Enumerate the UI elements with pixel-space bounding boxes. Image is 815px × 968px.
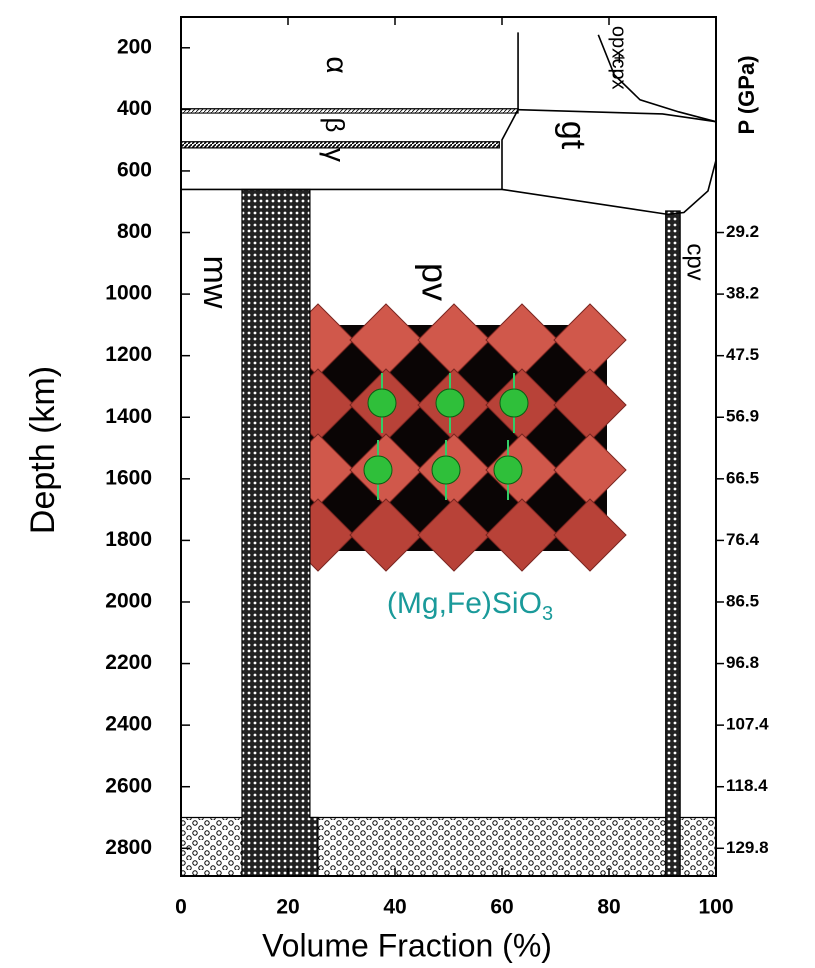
- page: {"chart_data": { "type": "phase-diagram"…: [0, 0, 815, 968]
- y2-tick-label: 118.4: [726, 776, 768, 795]
- phase-region: [181, 109, 518, 113]
- y-tick-label: 800: [117, 220, 152, 243]
- phase-label: β: [320, 118, 350, 133]
- y-tick-label: 1400: [105, 405, 152, 428]
- y-tick-label: 1200: [105, 343, 152, 366]
- x-tick-label: 60: [490, 896, 513, 919]
- atom: [494, 456, 522, 484]
- formula-subscript: 3: [542, 603, 553, 625]
- y-tick-label: 1800: [105, 528, 152, 551]
- chart: Depth (km) Volume Fraction (%) P (GPa) 0…: [0, 0, 815, 968]
- atom: [432, 456, 460, 484]
- phase-label: α: [320, 56, 353, 73]
- phase-boundary: [502, 160, 716, 214]
- y2-tick-label: 66.5: [726, 468, 759, 487]
- y2-axis-label: P (GPa): [734, 55, 759, 134]
- formula-text: (Mg,Fe)SiO: [387, 587, 542, 620]
- x-tick-label: 0: [175, 896, 187, 919]
- y-tick-label: 400: [117, 97, 152, 120]
- y-tick-label: 200: [117, 35, 152, 58]
- phase-label: cpv: [682, 243, 709, 280]
- y-tick-label: 1600: [105, 466, 152, 489]
- y2-tick-label: 129.8: [726, 838, 769, 857]
- phase-label: pv: [414, 263, 455, 301]
- x-axis-label: Volume Fraction (%): [262, 927, 552, 963]
- x-tick-label: 100: [698, 896, 733, 919]
- phase-label: cpx: [608, 58, 630, 89]
- phase-label: gt: [554, 121, 592, 150]
- y2-tick-label: 76.4: [726, 530, 760, 549]
- atom: [436, 389, 464, 417]
- y-axis-label: Depth (km): [24, 366, 62, 534]
- y-tick-label: 600: [117, 158, 152, 181]
- y2-tick-label: 47.5: [726, 345, 759, 364]
- atom: [364, 456, 392, 484]
- x-tick-label: 20: [276, 896, 299, 919]
- y-tick-label: 1000: [105, 282, 152, 305]
- phase-region: [181, 142, 499, 148]
- y-tick-label: 2200: [105, 651, 152, 674]
- y2-tick-label: 56.9: [726, 407, 759, 426]
- phase-label: mw: [196, 256, 234, 309]
- y-tick-label: 2400: [105, 713, 152, 736]
- phase-region: [666, 211, 680, 876]
- y-tick-label: 2800: [105, 836, 152, 859]
- atom: [368, 389, 396, 417]
- y-tick-label: 2600: [105, 774, 152, 797]
- atom: [500, 389, 528, 417]
- y2-tick-label: 107.4: [726, 715, 769, 734]
- phase-label: γ: [320, 148, 351, 162]
- y-tick-label: 2000: [105, 590, 152, 613]
- y2-tick-label: 86.5: [726, 591, 759, 610]
- x-tick-label: 80: [597, 896, 620, 919]
- phase-region: [242, 189, 318, 876]
- phase-boundary: [518, 110, 716, 122]
- perovskite-structure-image: [282, 304, 626, 571]
- formula-label: (Mg,Fe)SiO3: [387, 587, 553, 625]
- y2-tick-label: 29.2: [726, 222, 759, 241]
- x-tick-label: 40: [383, 896, 406, 919]
- y2-tick-label: 38.2: [726, 284, 759, 303]
- y2-tick-label: 96.8: [726, 653, 759, 672]
